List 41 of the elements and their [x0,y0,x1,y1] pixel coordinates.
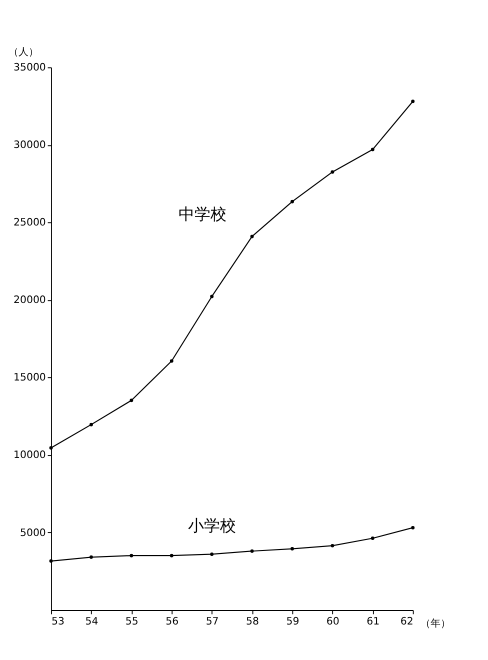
y-tick-label: 15000 [14,372,46,384]
x-tick-label: 62 [400,616,414,628]
y-tick-label: 5000 [20,528,46,539]
point [210,294,214,298]
point [170,554,174,558]
series-label: 小学校 [188,516,236,536]
x-tick-label: 55 [125,616,138,628]
point [290,547,294,551]
point [330,544,334,548]
y-tick-label: 30000 [14,140,46,152]
y-tick-label: 20000 [14,295,46,306]
point [130,554,134,558]
point [411,526,415,530]
point [210,552,214,556]
x-tick-label: 59 [286,616,300,628]
x-tick-label: 60 [326,616,340,628]
y-tick-label: 25000 [14,218,46,229]
point [370,148,374,152]
x-axis-title: （年） [420,617,451,630]
point [89,555,93,559]
y-tick-label: 10000 [14,450,46,462]
y-axis-title: （人） [8,46,39,58]
point [250,234,254,238]
x-tick-label: 54 [85,616,98,628]
x-tick-label: 58 [246,616,259,628]
point [49,559,53,563]
x-tick-label: 57 [206,616,219,628]
series-label: 中学校 [178,204,227,224]
point [130,398,134,402]
point [370,536,374,540]
x-tick-label: 56 [166,616,179,628]
x-tick-label: 53 [51,616,64,628]
point [330,170,334,174]
point [250,549,254,553]
point [170,359,174,363]
point [290,200,294,204]
point [49,446,53,450]
x-tick-label: 61 [366,616,380,628]
point [411,100,415,104]
point [89,422,93,426]
y-tick-label: 35000 [14,62,46,74]
